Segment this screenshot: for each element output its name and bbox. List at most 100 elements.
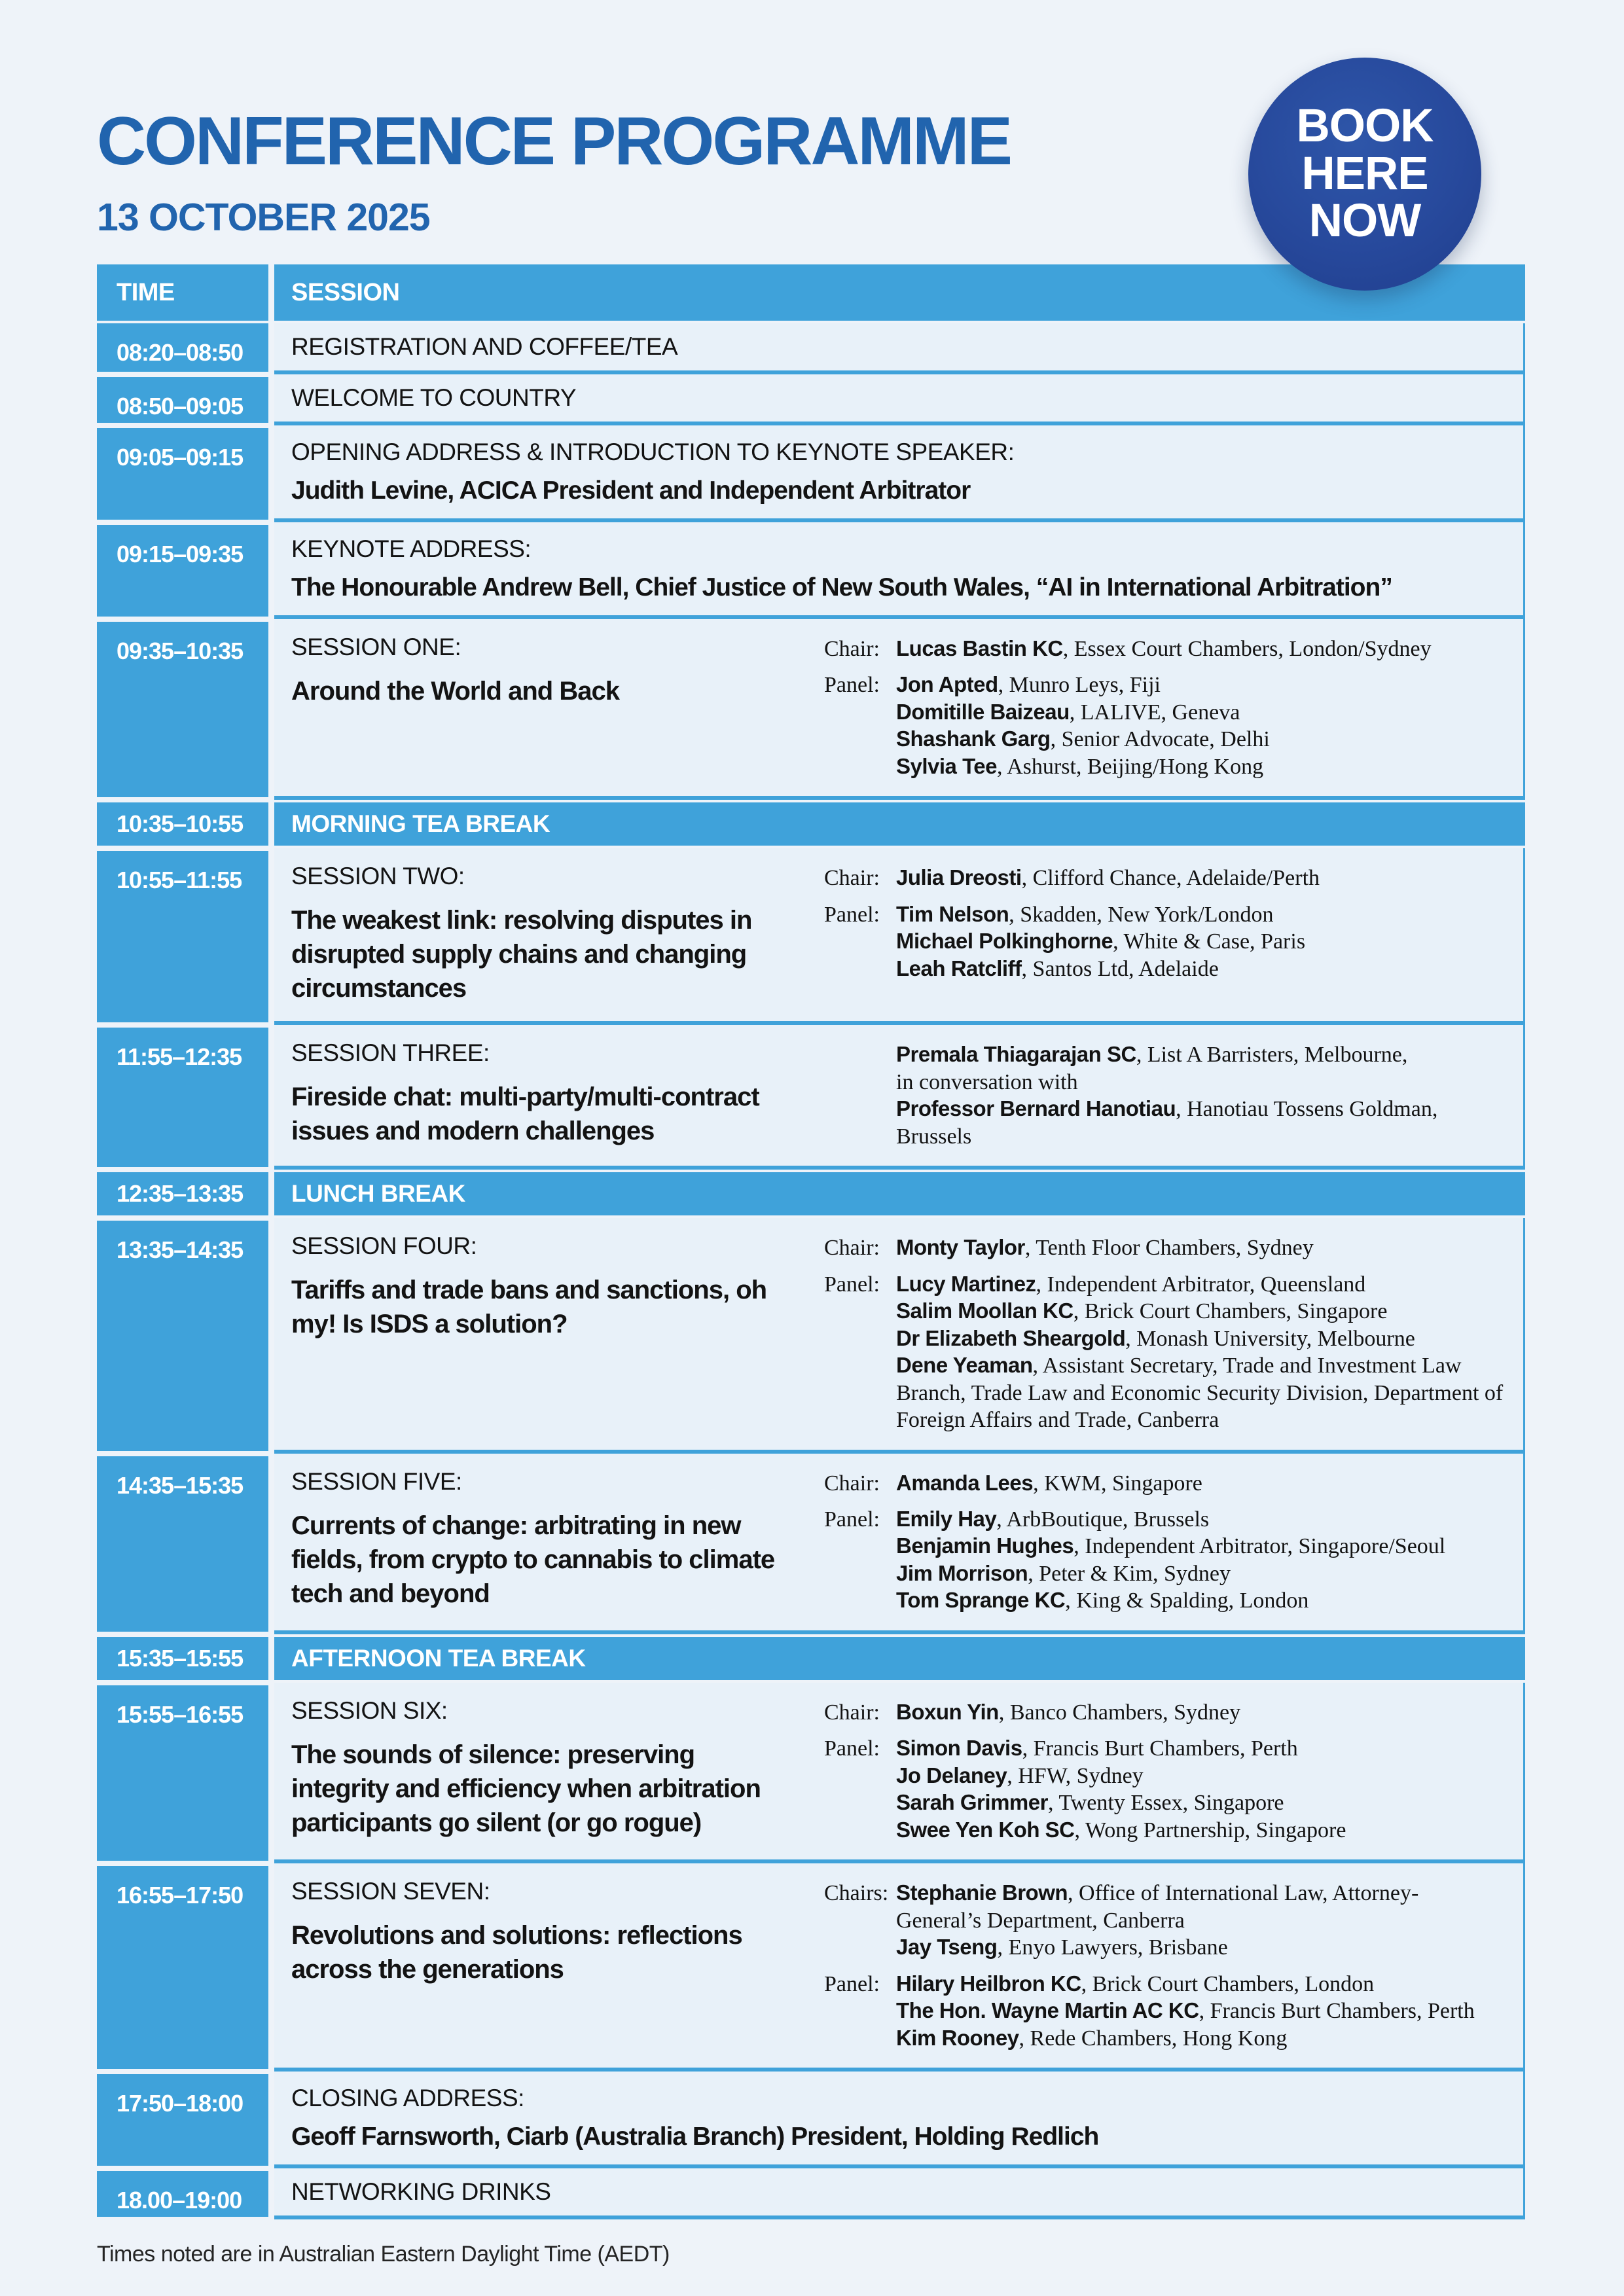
programme-table: TIME SESSION 08:20–08:50 REGISTRATION AND C… [97, 264, 1525, 2219]
time-cell: 10:55–11:55 [97, 851, 268, 1023]
break-row-label: AFTERNOON TEA BREAK [274, 1636, 1525, 1680]
speaker-name: Professor Bernard Hanotiau [896, 1096, 1176, 1121]
speaker-name: Shashank Garg [896, 726, 1051, 751]
speaker-affiliation: , Francis Burt Chambers, Perth [1199, 1999, 1475, 2024]
session-label: SESSION SIX: [291, 1696, 448, 1724]
speaker-name: Premala Thiagarajan SC [896, 1042, 1136, 1067]
speaker-entry: Salim Moollan KC, Brick Court Chambers, … [896, 1298, 1504, 1325]
speaker-name: Leah Ratcliff [896, 956, 1022, 980]
speaker-entry: Leah Ratcliff, Santos Ltd, Adelaide [896, 956, 1504, 982]
speaker-group-label: Chair: [824, 1236, 880, 1261]
time-cell: 14:35–15:35 [97, 1456, 268, 1632]
break-row-time: 15:35–15:55 [97, 1636, 268, 1680]
speaker-name: Hilary Heilbron KC [896, 1971, 1081, 1996]
speaker-entry: Jo Delaney, HFW, Sydney [896, 1763, 1504, 1789]
speaker-name: Lucas Bastin KC [896, 636, 1063, 660]
speaker-name: Dr Elizabeth Sheargold [896, 1325, 1126, 1350]
speaker-group-label: Panel: [824, 1736, 880, 1761]
speaker-name: Dene Yeaman [896, 1353, 1033, 1378]
speaker-entries: Emily Hay, ArbBoutique, Brussels Benjamin… [896, 1506, 1504, 1615]
speaker-affiliation: , Santos Ltd, Adelaide [1021, 956, 1219, 981]
speaker-name: Simon Davis [896, 1736, 1022, 1761]
speaker-entry: Lucas Bastin KC, Essex Court Chambers, L… [896, 636, 1504, 662]
speaker-entry: Boxun Yin, Banco Chambers, Sydney [896, 1699, 1504, 1726]
session-item-label: REGISTRATION AND COFFEE/TEA [291, 333, 678, 360]
speaker-name: Swee Yen Koh SC [896, 1817, 1075, 1842]
session-speakers-block: Premala Thiagarajan SC, List A Barrister… [824, 1039, 1504, 1150]
speaker-group: Panel: Emily Hay, ArbBoutique, Brussels Be… [824, 1506, 1504, 1615]
speaker-affiliation: , KWM, Singapore [1033, 1471, 1202, 1496]
speaker-group-label: Panel: [824, 1272, 880, 1297]
session-title: Fireside chat: multi-party/multi-contrac… [291, 1083, 760, 1146]
speaker-entry: Hilary Heilbron KC, Brick Court Chambers… [896, 1971, 1504, 1998]
session-speakers-block: Chair: Monty Taylor, Tenth Floor Chambers… [824, 1232, 1504, 1433]
speaker-group: Chair: Monty Taylor, Tenth Floor Chambers… [824, 1234, 1504, 1261]
speaker-group-label: Chairs: [824, 1881, 889, 1906]
speaker-affiliation: , Hanotiau Tossens Goldman, Brussels [896, 1097, 1438, 1149]
time-cell: 09:05–09:15 [97, 428, 268, 520]
break-row-label: LUNCH BREAK [274, 1172, 1525, 1216]
session-item-speaker: Judith Levine, ACICA President and Indep… [291, 476, 971, 505]
speaker-entry: Tom Sprange KC, King & Spalding, London [896, 1587, 1504, 1614]
speaker-group: Panel: Simon Davis, Francis Burt Chambers… [824, 1735, 1504, 1844]
session-title-block: SESSION FIVE: Currents of change: arbitra… [291, 1468, 824, 1615]
speaker-name: Tom Sprange KC [896, 1588, 1066, 1613]
speaker-entries: Tim Nelson, Skadden, New York/London Mich… [896, 901, 1504, 982]
speaker-entry: Julia Dreosti, Clifford Chance, Adelaide… [896, 865, 1504, 891]
speaker-entry: Professor Bernard Hanotiau, Hanotiau Tos… [896, 1096, 1504, 1150]
session-speakers-block: Chair: Boxun Yin, Banco Chambers, Sydney P… [824, 1697, 1504, 1844]
session-title-block: SESSION SIX: The sounds of silence: prese… [291, 1697, 824, 1844]
session-speakers-block: Chair: Lucas Bastin KC, Essex Court Chamb… [824, 634, 1504, 780]
speaker-affiliation: , Tenth Floor Chambers, Sydney [1024, 1236, 1314, 1261]
speaker-affiliation: , Senior Advocate, Delhi [1050, 727, 1270, 752]
session-speakers-block: Chairs: Stephanie Brown, Office of Intern… [824, 1878, 1504, 2052]
speaker-name: Monty Taylor [896, 1235, 1025, 1260]
session-cell: NETWORKING DRINKS [274, 2168, 1525, 2219]
speaker-entries: Jon Apted, Munro Leys, Fiji Domitille Bai… [896, 672, 1504, 780]
speaker-affiliation: , Independent Arbitrator, Queensland [1036, 1272, 1366, 1297]
speaker-affiliation: , Monash University, Melbourne [1125, 1326, 1415, 1351]
speaker-affiliation: , LALIVE, Geneva [1069, 700, 1240, 725]
session-title: The weakest link: resolving disputes in … [291, 906, 752, 1003]
speaker-group: Panel: Jon Apted, Munro Leys, Fiji Domitil… [824, 672, 1504, 780]
speaker-group: Premala Thiagarajan SC, List A Barrister… [824, 1041, 1504, 1150]
speaker-entry: Swee Yen Koh SC, Wong Partnership, Singa… [896, 1817, 1504, 1844]
speaker-group-label: Chair: [824, 866, 880, 891]
speaker-entries: Hilary Heilbron KC, Brick Court Chambers… [896, 1971, 1504, 2052]
badge-line-book: BOOK [1296, 100, 1434, 152]
time-cell: 15:55–16:55 [97, 1685, 268, 1861]
session-speakers-block: Chair: Julia Dreosti, Clifford Chance, Ad… [824, 863, 1504, 1005]
break-row-time: 10:35–10:55 [97, 802, 268, 846]
speaker-name: Jim Morrison [896, 1560, 1028, 1585]
speaker-affiliation: , Independent Arbitrator, Singapore/Seou… [1074, 1534, 1446, 1559]
session-cell: SESSION FIVE: Currents of change: arbitra… [274, 1453, 1525, 1634]
speaker-group: Panel: Hilary Heilbron KC, Brick Court Ch… [824, 1971, 1504, 2052]
session-item-label: OPENING ADDRESS & INTRODUCTION TO KEYNOT… [291, 439, 1015, 465]
speaker-name: Kim Rooney [896, 2025, 1019, 2050]
speaker-entry: Michael Polkinghorne, White & Case, Pari… [896, 928, 1504, 955]
session-title: Tariffs and trade bans and sanctions, oh… [291, 1276, 767, 1339]
time-cell: 11:55–12:35 [97, 1028, 268, 1168]
time-cell: 08:20–08:50 [97, 323, 268, 372]
badge-line-now: NOW [1308, 195, 1422, 247]
speaker-entry: Dr Elizabeth Sheargold, Monash Universit… [896, 1325, 1504, 1352]
speaker-affiliation: , ArbBoutique, Brussels [996, 1507, 1210, 1532]
session-item-speaker: Geoff Farnsworth, Ciarb (Australia Branc… [291, 2123, 1099, 2151]
speaker-name: Tim Nelson [896, 901, 1009, 926]
speaker-group-label: Panel: [824, 1971, 880, 1996]
speaker-name: Sarah Grimmer [896, 1790, 1048, 1815]
speaker-entry: Premala Thiagarajan SC, List A Barrister… [896, 1041, 1504, 1068]
speaker-group: Chair: Boxun Yin, Banco Chambers, Sydney [824, 1699, 1504, 1726]
speaker-group-label: Panel: [824, 1507, 880, 1532]
speaker-affiliation: , Rede Chambers, Hong Kong [1019, 2026, 1288, 2051]
page-title: CONFERENCE PROGRAMME [97, 103, 1013, 179]
speaker-entry: Dene Yeaman, Assistant Secretary, Trade … [896, 1352, 1504, 1433]
session-cell: SESSION SIX: The sounds of silence: prese… [274, 1682, 1525, 1864]
speaker-entry: Jon Apted, Munro Leys, Fiji [896, 672, 1504, 698]
session-title: Currents of change: arbitrating in new f… [291, 1511, 775, 1608]
session-cell: SESSION SEVEN: Revolutions and solutions:… [274, 1863, 1525, 2072]
book-here-now-badge[interactable]: BOOK HERE NOW [1248, 58, 1481, 291]
speaker-entries: Lucas Bastin KC, Essex Court Chambers, L… [896, 636, 1504, 662]
speaker-name: Jon Apted [896, 672, 998, 697]
